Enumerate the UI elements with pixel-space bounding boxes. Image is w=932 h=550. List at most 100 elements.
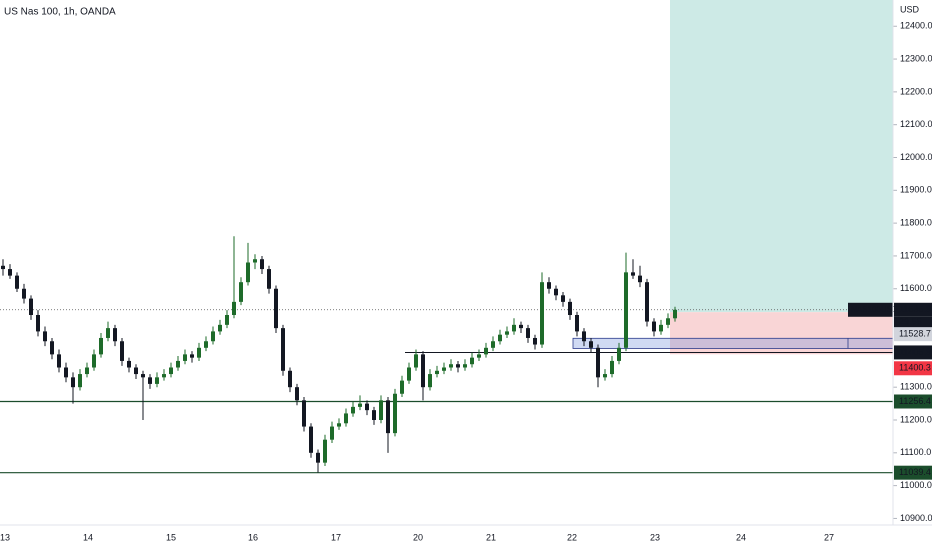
- candle-body: [295, 387, 299, 401]
- candle-body: [673, 309, 677, 319]
- x-tick-label: 27: [824, 532, 834, 542]
- candle-body: [421, 354, 425, 388]
- candle-body: [435, 370, 439, 375]
- level-label: 11256.4: [899, 396, 931, 406]
- candle-body: [239, 282, 243, 302]
- candle-body: [29, 298, 33, 315]
- candle-body: [197, 347, 201, 358]
- candle-body: [99, 337, 103, 355]
- candle-body: [400, 380, 404, 394]
- candle-body: [414, 354, 418, 368]
- candle-body: [141, 374, 145, 378]
- candle-body: [624, 272, 628, 348]
- candle-body: [127, 360, 131, 368]
- candle-body: [568, 301, 572, 315]
- y-tick-label: 12100.0: [900, 119, 932, 129]
- candle-body: [134, 367, 138, 375]
- candle-body: [610, 360, 614, 375]
- candle-body: [36, 315, 40, 332]
- y-tick-label: 11000.0: [900, 480, 932, 490]
- candle-body: [253, 259, 257, 263]
- candle-body: [575, 315, 579, 332]
- candle-body: [659, 324, 663, 332]
- candle-body: [155, 377, 159, 384]
- candle-body: [379, 400, 383, 420]
- candle-body: [351, 406, 355, 414]
- y-tick-label: 11800.0: [900, 218, 932, 228]
- y-tick-label: 11900.0: [900, 185, 932, 195]
- x-tick-label: 20: [413, 532, 423, 542]
- level-label-bg: [894, 394, 932, 409]
- level-label: 11039.4: [899, 467, 931, 477]
- x-tick-label: 24: [736, 532, 746, 542]
- y-tick-label: 11600.0: [900, 283, 932, 293]
- candle-body: [652, 321, 656, 332]
- candle-body: [484, 347, 488, 355]
- candle-body: [393, 393, 397, 434]
- candle-body: [176, 360, 180, 368]
- x-tick-label: 16: [248, 532, 258, 542]
- candle-body: [533, 337, 537, 345]
- x-tick-label: 17: [331, 532, 341, 542]
- candle-body: [547, 282, 551, 289]
- candle-body: [85, 367, 89, 375]
- candle-body: [169, 367, 173, 375]
- candle-body: [372, 410, 376, 420]
- candle-body: [92, 354, 96, 368]
- y-tick-label: 11700.0: [900, 250, 932, 260]
- candle-body: [78, 374, 82, 388]
- candle-body: [470, 357, 474, 365]
- y-tick-label: 11300.0: [900, 382, 932, 392]
- candle-body: [512, 324, 516, 332]
- candle-body: [463, 364, 467, 368]
- candle-body: [519, 324, 523, 329]
- short-level-label-bg: [894, 345, 932, 360]
- candle-body: [274, 288, 278, 329]
- candle-body: [428, 374, 432, 388]
- candle-body: [365, 403, 369, 411]
- candle-body: [8, 269, 12, 276]
- y-tick-label: 10900.0: [900, 513, 932, 523]
- candle-body: [1, 265, 5, 270]
- candle-body: [449, 364, 453, 368]
- candle-body: [302, 400, 306, 427]
- y-tick-label: 12400.0: [900, 21, 932, 31]
- candle-body: [666, 318, 670, 325]
- stop-label: 11400.3: [899, 363, 931, 373]
- candle-body: [106, 328, 110, 338]
- candle-body: [162, 374, 166, 378]
- candle-body: [442, 367, 446, 371]
- candle-body: [260, 259, 264, 270]
- candle-body: [344, 413, 348, 424]
- y-tick-label: 11100.0: [900, 447, 931, 457]
- symbol-tag-bg: [848, 302, 893, 317]
- candle-body: [183, 354, 187, 361]
- candle-body: [64, 367, 68, 378]
- candle-body: [267, 269, 271, 289]
- y-tick-label: 12000.0: [900, 152, 932, 162]
- entry-label-bg: [894, 327, 932, 342]
- candle-body: [113, 328, 117, 342]
- y-tick-label: 11200.0: [900, 414, 932, 424]
- candle-body: [50, 341, 54, 355]
- x-tick-label: 22: [567, 532, 577, 542]
- stop-label-bg: [894, 361, 932, 376]
- y-tick-label: 12200.0: [900, 86, 932, 96]
- currency: USD: [900, 4, 920, 14]
- candle-body: [456, 364, 460, 368]
- candle-body: [330, 426, 334, 440]
- chart-title: US Nas 100, 1h, OANDA: [4, 7, 116, 18]
- last-price-label-bg: [894, 302, 932, 317]
- candle-body: [526, 328, 530, 338]
- candle-body: [554, 288, 558, 296]
- candle-body: [617, 347, 621, 361]
- candle-body: [582, 331, 586, 342]
- entry-label: 11528.7: [899, 329, 931, 339]
- x-tick-label: 15: [166, 532, 176, 542]
- x-tick-label: 23: [650, 532, 660, 542]
- candle-body: [204, 341, 208, 348]
- candle-body: [316, 452, 320, 463]
- x-tick-label: 21: [486, 532, 496, 542]
- candle-body: [386, 400, 390, 434]
